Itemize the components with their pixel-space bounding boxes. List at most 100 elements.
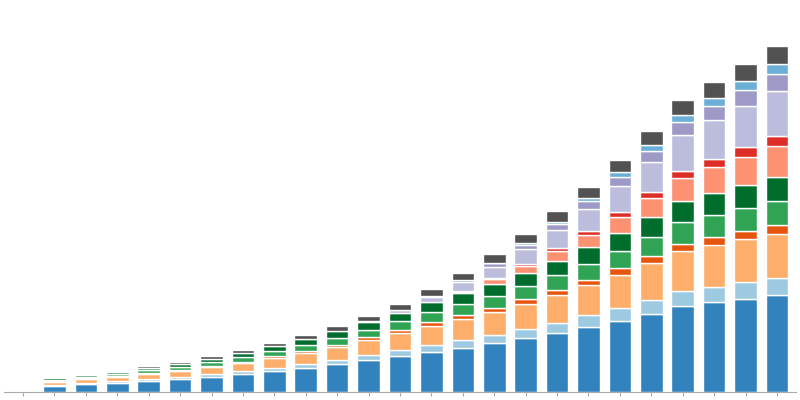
- Bar: [138, 381, 160, 392]
- Bar: [734, 185, 757, 208]
- Bar: [138, 374, 160, 379]
- Bar: [106, 383, 129, 392]
- Bar: [671, 251, 694, 291]
- Bar: [609, 172, 631, 177]
- Bar: [232, 353, 254, 357]
- Bar: [326, 331, 349, 338]
- Bar: [514, 244, 537, 249]
- Bar: [358, 316, 380, 321]
- Bar: [577, 280, 600, 286]
- Bar: [546, 333, 568, 392]
- Bar: [358, 360, 380, 392]
- Bar: [358, 330, 380, 337]
- Bar: [671, 136, 694, 170]
- Bar: [483, 296, 506, 308]
- Bar: [420, 326, 442, 344]
- Bar: [43, 382, 66, 384]
- Bar: [451, 304, 474, 315]
- Bar: [609, 186, 631, 212]
- Bar: [169, 379, 191, 392]
- Bar: [358, 337, 380, 340]
- Bar: [106, 381, 129, 383]
- Bar: [420, 302, 442, 312]
- Bar: [514, 304, 537, 329]
- Bar: [106, 370, 129, 372]
- Bar: [640, 237, 662, 256]
- Bar: [671, 122, 694, 136]
- Bar: [169, 367, 191, 370]
- Bar: [514, 243, 537, 244]
- Bar: [263, 368, 286, 371]
- Bar: [420, 322, 442, 326]
- Bar: [703, 106, 726, 120]
- Bar: [138, 368, 160, 370]
- Bar: [169, 371, 191, 377]
- Bar: [389, 356, 411, 392]
- Bar: [294, 339, 317, 345]
- Bar: [358, 340, 380, 355]
- Bar: [514, 264, 537, 266]
- Bar: [326, 347, 349, 360]
- Bar: [671, 178, 694, 201]
- Bar: [546, 211, 568, 222]
- Bar: [703, 215, 726, 237]
- Bar: [43, 386, 66, 392]
- Bar: [703, 302, 726, 392]
- Bar: [451, 291, 474, 292]
- Bar: [734, 90, 757, 106]
- Bar: [577, 247, 600, 264]
- Bar: [389, 334, 411, 350]
- Bar: [546, 248, 568, 251]
- Bar: [514, 234, 537, 243]
- Bar: [734, 80, 757, 90]
- Bar: [703, 120, 726, 158]
- Bar: [200, 377, 223, 392]
- Bar: [74, 374, 97, 375]
- Bar: [640, 256, 662, 263]
- Bar: [74, 376, 97, 378]
- Bar: [389, 330, 411, 334]
- Bar: [640, 300, 662, 314]
- Bar: [577, 264, 600, 280]
- Bar: [326, 364, 349, 392]
- Bar: [734, 147, 757, 156]
- Bar: [451, 272, 474, 280]
- Bar: [577, 202, 600, 209]
- Bar: [294, 364, 317, 368]
- Bar: [200, 374, 223, 377]
- Bar: [43, 378, 66, 380]
- Bar: [294, 351, 317, 353]
- Bar: [420, 297, 442, 302]
- Bar: [451, 348, 474, 392]
- Bar: [200, 359, 223, 362]
- Bar: [389, 312, 411, 322]
- Bar: [703, 237, 726, 245]
- Bar: [577, 316, 600, 327]
- Bar: [609, 212, 631, 218]
- Bar: [451, 319, 474, 340]
- Bar: [734, 240, 757, 282]
- Bar: [169, 362, 191, 364]
- Bar: [169, 370, 191, 371]
- Bar: [766, 91, 788, 136]
- Bar: [703, 158, 726, 167]
- Bar: [169, 377, 191, 379]
- Bar: [263, 371, 286, 392]
- Bar: [640, 263, 662, 300]
- Bar: [106, 377, 129, 381]
- Bar: [766, 234, 788, 278]
- Bar: [74, 375, 97, 376]
- Bar: [609, 233, 631, 251]
- Bar: [734, 282, 757, 299]
- Bar: [483, 280, 506, 284]
- Bar: [609, 268, 631, 275]
- Bar: [138, 370, 160, 373]
- Bar: [514, 286, 537, 300]
- Bar: [703, 167, 726, 192]
- Bar: [358, 322, 380, 330]
- Bar: [483, 308, 506, 312]
- Bar: [703, 245, 726, 286]
- Bar: [546, 295, 568, 322]
- Bar: [326, 326, 349, 331]
- Bar: [514, 249, 537, 264]
